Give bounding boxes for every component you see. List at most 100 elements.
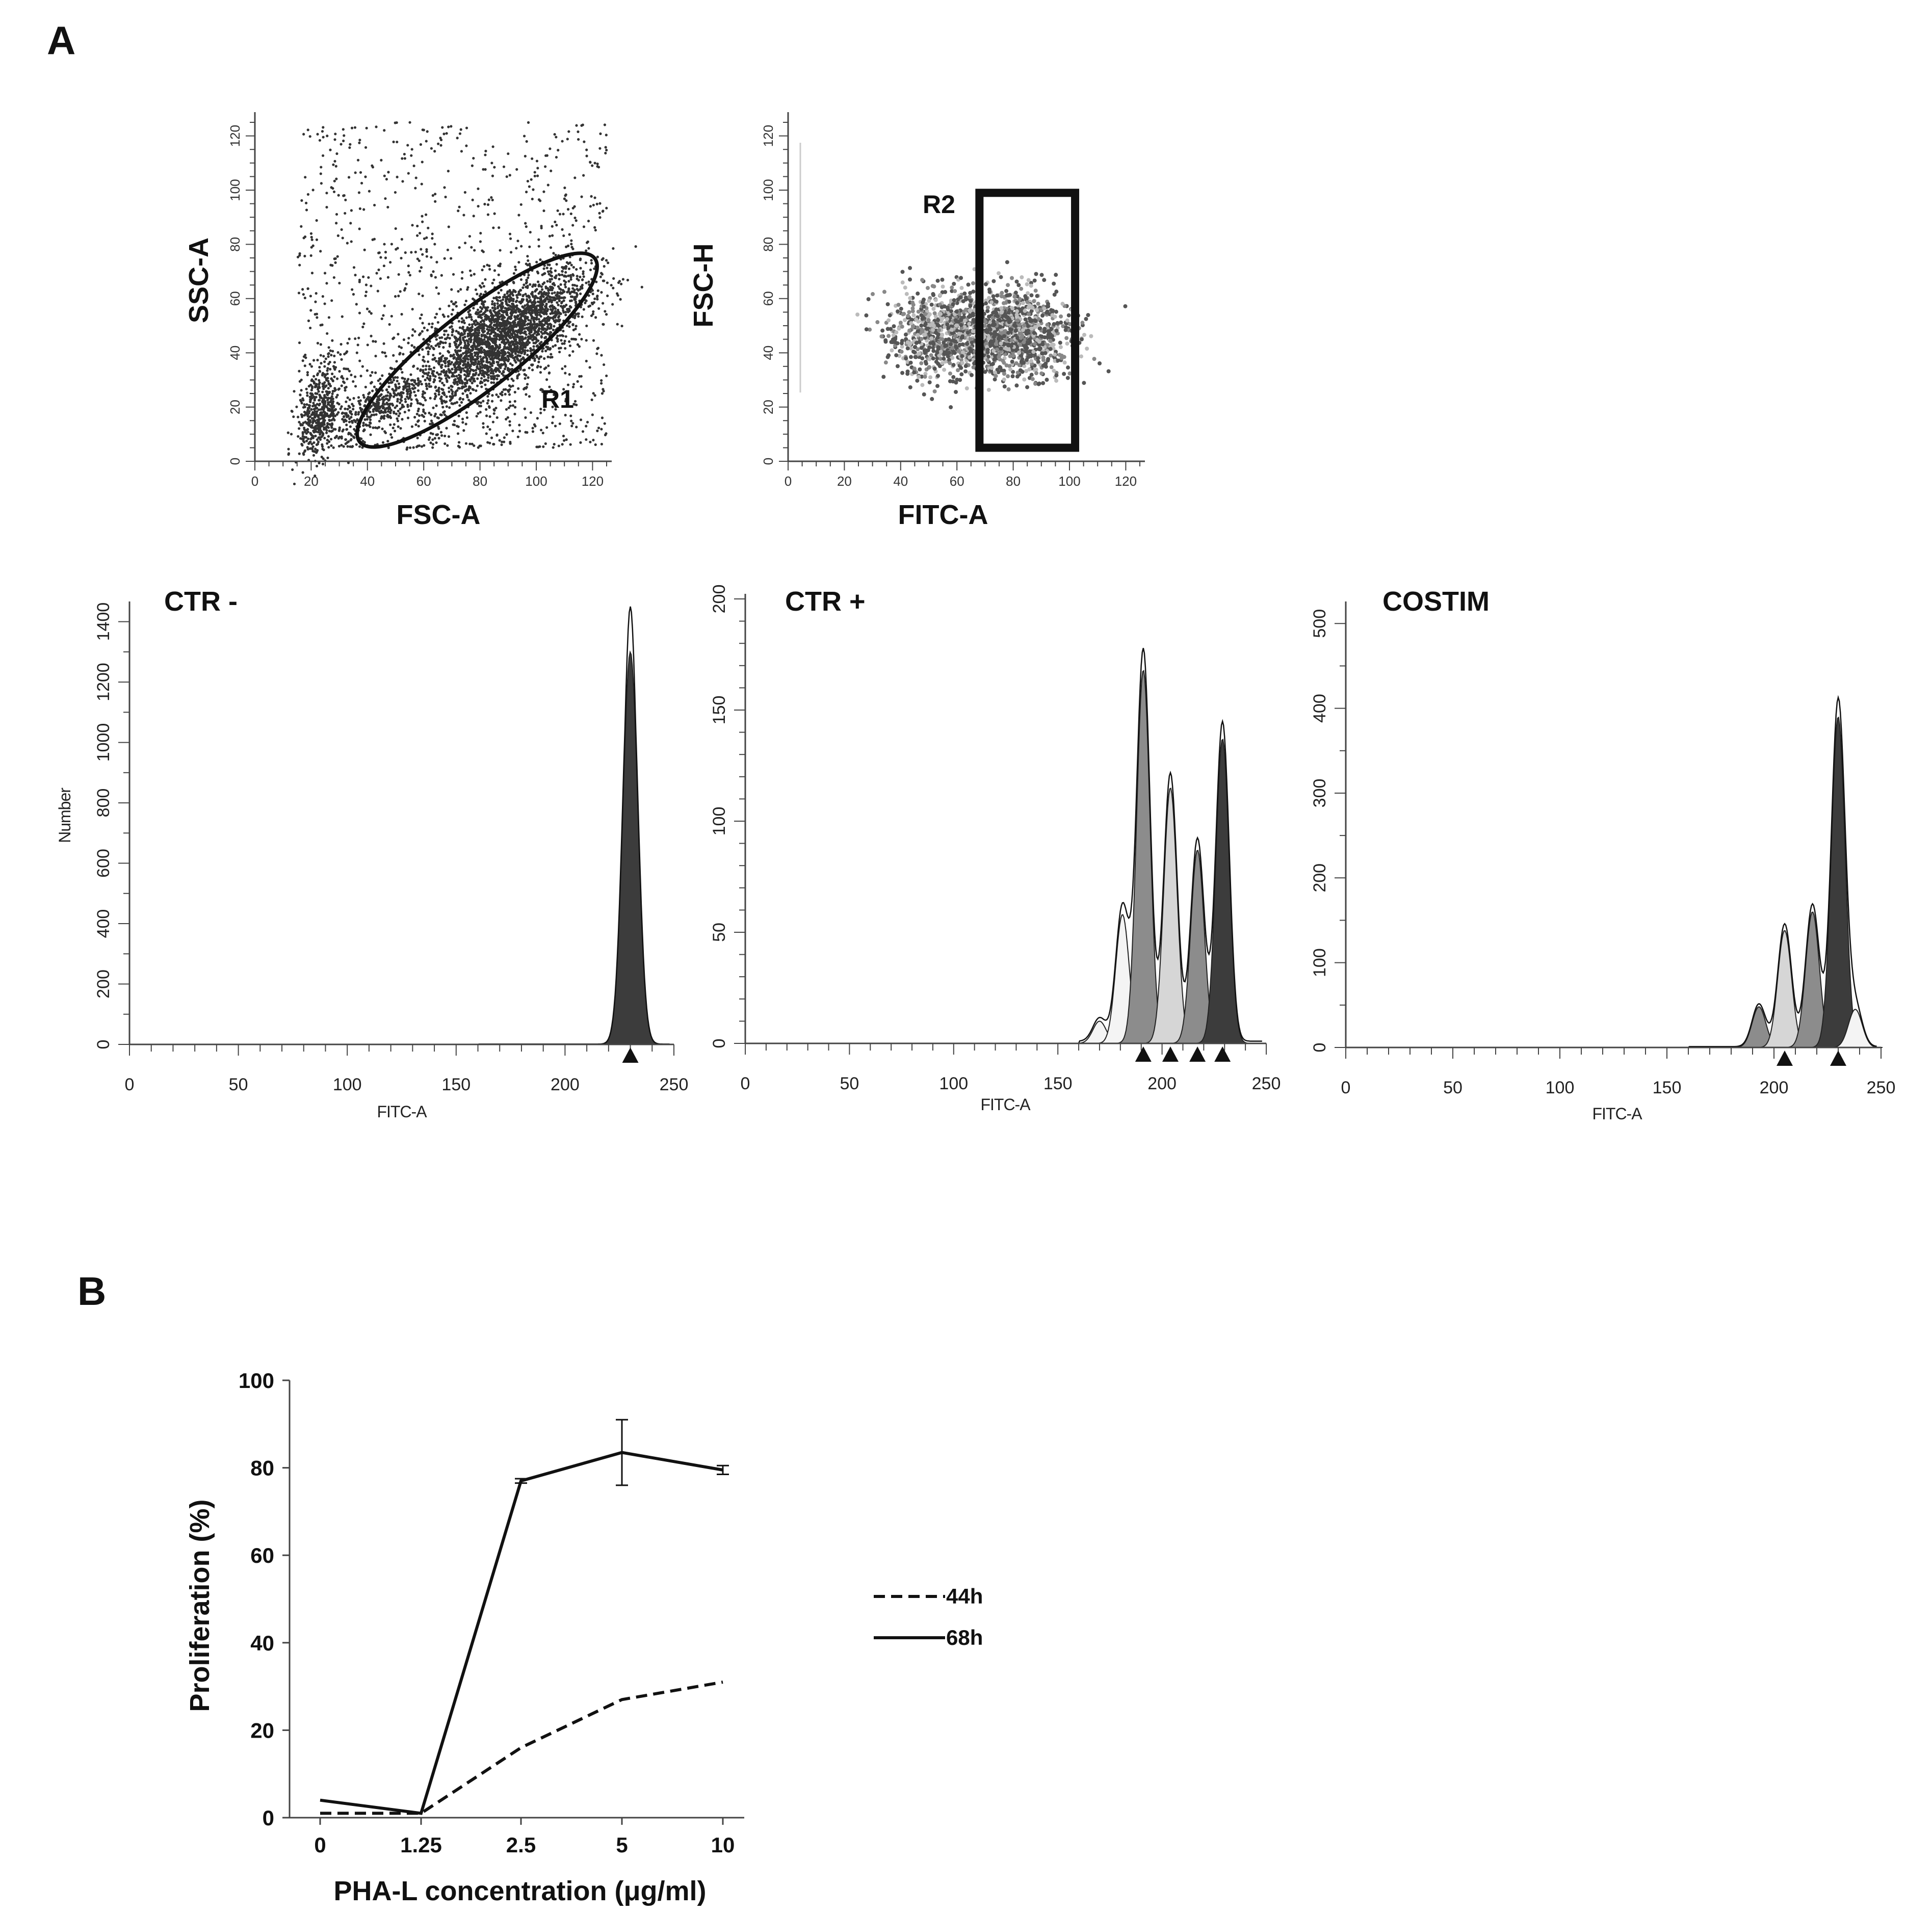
scatter-point [501,302,504,305]
scatter-fsc-ssc-xlabel: FSC-A [397,500,481,530]
scatter-point [448,386,451,389]
scatter-point [442,369,446,372]
scatter-point [315,464,319,468]
scatter-point [453,423,456,427]
scatter-point [915,378,920,383]
scatter-point [582,270,585,273]
scatter-point [302,133,305,136]
scatter-point [435,286,438,289]
scatter-point [437,142,440,145]
scatter-point [479,411,482,414]
scatter-point [352,380,355,383]
scatter-point [350,240,353,243]
scatter-point [311,419,315,423]
scatter-point [467,329,470,332]
scatter-point [487,344,490,347]
scatter-point [570,425,573,428]
scatter-point [396,376,399,379]
scatter-point [327,445,330,449]
scatter-point [423,419,426,423]
scatter-point [343,415,346,418]
scatter-point [333,160,336,163]
scatter-point [482,250,485,253]
scatter-point [499,352,502,355]
scatter-point [327,362,330,365]
scatter-point [432,366,436,370]
scatter-point [477,351,480,354]
scatter-point [487,347,490,350]
scatter-point [479,321,482,324]
scatter-point [476,357,479,360]
scatter-point [549,246,553,249]
scatter-point [358,280,361,283]
scatter-point [526,306,529,309]
x-tick-label: 60 [416,474,431,489]
scatter-point [553,291,556,294]
scatter-point [525,263,528,266]
scatter-point [461,327,464,330]
scatter-point [486,213,490,216]
scatter-point [484,355,487,358]
scatter-point [484,350,487,353]
scatter-point [502,374,505,377]
scatter-point [530,178,533,181]
scatter-point [301,424,304,427]
scatter-point [471,334,474,337]
scatter-point [308,415,312,418]
scatter-point [903,318,907,322]
scatter-point [314,448,317,451]
scatter-point [389,423,392,426]
scatter-point [384,431,387,434]
scatter-point [411,328,414,331]
scatter-point [497,264,500,267]
scatter-point [467,316,471,319]
scatter-point [473,351,476,354]
scatter-point [485,408,488,411]
scatter-point [366,344,369,347]
scatter-point [346,242,349,245]
scatter-point [501,354,504,357]
scatter-point [531,430,535,433]
scatter-point [423,396,426,400]
scatter-point [931,293,936,297]
scatter-point [486,379,489,382]
scatter-point [343,353,346,356]
scatter-point [327,355,330,358]
scatter-point [359,406,362,410]
scatter-point [603,422,606,425]
scatter-point [519,322,523,326]
scatter-point [469,391,472,395]
scatter-point [479,365,482,368]
scatter-point [575,295,578,298]
scatter-point [344,198,347,201]
scatter-point [403,157,406,160]
scatter-point [463,191,466,194]
scatter-point [428,364,431,368]
scatter-point [490,436,493,439]
scatter-point [446,248,450,251]
scatter-point [526,299,529,302]
scatter-point [394,191,397,194]
scatter-point [587,247,590,250]
scatter-point [563,197,566,200]
scatter-point [451,322,454,325]
scatter-point [575,268,578,271]
scatter-point [448,304,451,307]
scatter-point [473,249,476,252]
scatter-point [301,471,304,474]
scatter-point [330,418,333,422]
scatter-point [453,402,457,405]
scatter-point [394,227,397,230]
scatter-point [600,382,603,385]
scatter-point [316,133,319,136]
scatter-point [504,352,507,355]
scatter-point [362,394,365,397]
scatter-point [439,359,442,362]
scatter-point [354,412,357,416]
scatter-point [330,426,333,429]
scatter-point [367,409,370,412]
scatter-point [330,430,333,433]
scatter-point [499,299,502,302]
scatter-point [400,396,403,399]
scatter-point [491,349,494,352]
